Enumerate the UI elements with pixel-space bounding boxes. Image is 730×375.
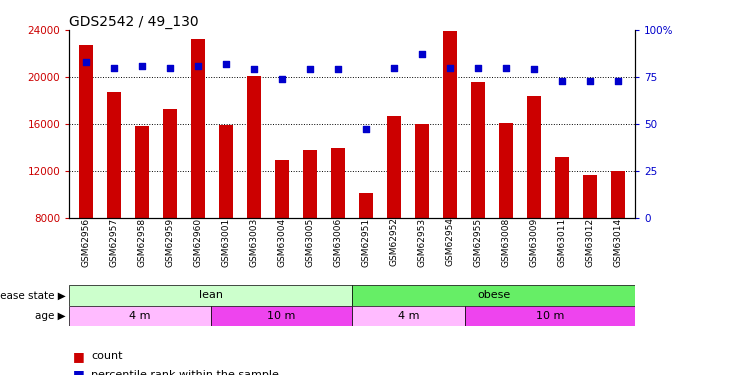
Point: [332, 66, 344, 72]
Text: GDS2542 / 49_130: GDS2542 / 49_130: [69, 15, 199, 29]
Point: [80, 59, 92, 65]
Bar: [247, 76, 261, 217]
Bar: [359, 193, 373, 217]
Point: [304, 66, 316, 72]
Point: [501, 64, 512, 70]
Bar: [415, 124, 429, 218]
Text: GSM63004: GSM63004: [277, 217, 287, 267]
Point: [108, 64, 120, 70]
Bar: [353, 306, 466, 326]
Point: [137, 63, 148, 69]
Text: GSM63012: GSM63012: [585, 217, 595, 267]
Text: GSM62959: GSM62959: [166, 217, 174, 267]
Bar: [583, 176, 597, 217]
Text: GSM63005: GSM63005: [306, 217, 315, 267]
Text: GSM63011: GSM63011: [558, 217, 566, 267]
Text: disease state ▶: disease state ▶: [0, 290, 66, 300]
Text: GSM63006: GSM63006: [334, 217, 342, 267]
Bar: [472, 82, 485, 218]
Text: GSM63008: GSM63008: [502, 217, 511, 267]
Text: 10 m: 10 m: [536, 311, 564, 321]
Text: 10 m: 10 m: [267, 311, 296, 321]
Bar: [211, 306, 353, 326]
Bar: [69, 306, 211, 326]
Text: lean: lean: [199, 290, 223, 300]
Point: [445, 64, 456, 70]
Text: obese: obese: [477, 290, 510, 300]
Bar: [191, 39, 205, 218]
Bar: [387, 116, 402, 218]
Bar: [107, 92, 121, 218]
Text: age ▶: age ▶: [35, 311, 66, 321]
Text: GSM63003: GSM63003: [250, 217, 258, 267]
Point: [556, 78, 568, 84]
Bar: [443, 31, 457, 217]
Bar: [135, 126, 149, 218]
Text: GSM62955: GSM62955: [474, 217, 483, 267]
Point: [388, 64, 400, 70]
Bar: [611, 171, 626, 217]
Point: [164, 64, 176, 70]
Bar: [331, 148, 345, 217]
Bar: [499, 123, 513, 218]
Text: GSM62954: GSM62954: [446, 217, 455, 267]
Bar: [303, 150, 318, 217]
Text: GSM62956: GSM62956: [82, 217, 91, 267]
Text: GSM62951: GSM62951: [362, 217, 371, 267]
Bar: [527, 96, 541, 218]
Bar: [556, 157, 569, 218]
Text: 4 m: 4 m: [129, 311, 151, 321]
Text: GSM62952: GSM62952: [390, 217, 399, 267]
Text: ■: ■: [73, 369, 89, 375]
Text: GSM62953: GSM62953: [418, 217, 427, 267]
Text: GSM63009: GSM63009: [530, 217, 539, 267]
Point: [220, 61, 232, 67]
Point: [529, 66, 540, 72]
Text: GSM63014: GSM63014: [614, 217, 623, 267]
Bar: [164, 108, 177, 217]
Point: [612, 78, 624, 84]
Text: GSM62960: GSM62960: [193, 217, 203, 267]
Bar: [79, 45, 93, 218]
Point: [361, 126, 372, 132]
Point: [248, 66, 260, 72]
Text: ■: ■: [73, 350, 89, 363]
Point: [192, 63, 204, 69]
Text: count: count: [91, 351, 123, 361]
Point: [585, 78, 596, 84]
Bar: [353, 285, 635, 306]
Bar: [466, 306, 635, 326]
Bar: [219, 125, 233, 217]
Bar: [275, 160, 289, 218]
Point: [472, 64, 484, 70]
Bar: [69, 285, 353, 306]
Text: GSM62957: GSM62957: [110, 217, 119, 267]
Text: 4 m: 4 m: [398, 311, 420, 321]
Point: [277, 76, 288, 82]
Text: percentile rank within the sample: percentile rank within the sample: [91, 370, 279, 375]
Text: GSM62958: GSM62958: [138, 217, 147, 267]
Point: [416, 51, 428, 57]
Text: GSM63001: GSM63001: [222, 217, 231, 267]
